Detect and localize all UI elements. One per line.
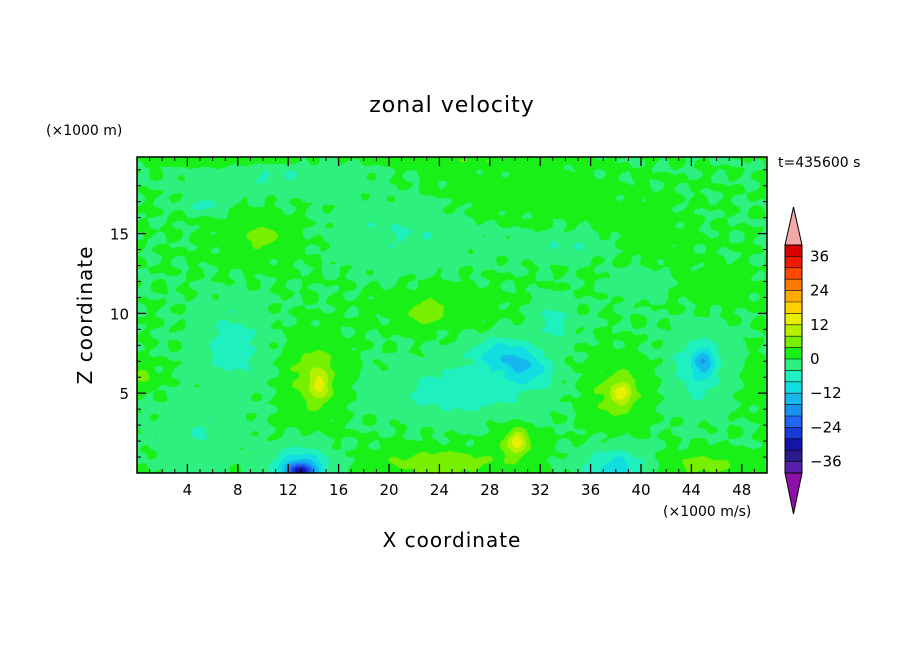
colorbar-over-arrow (784, 206, 803, 246)
y-axis-label: Z coordinate (73, 246, 97, 385)
x-tick-label: 28 (480, 481, 499, 499)
x-unit-label: (×1000 m/s) (663, 504, 751, 520)
x-tick-label: 16 (329, 481, 348, 499)
colorbar-segment (785, 416, 802, 428)
x-tick-label: 4 (183, 481, 193, 499)
y-tick-label: 15 (110, 226, 129, 244)
colorbar-segment (785, 450, 802, 462)
x-tick-label: 12 (279, 481, 298, 499)
colorbar-segment (785, 256, 802, 268)
x-tick-label: 44 (682, 481, 701, 499)
colorbar-segment (785, 290, 802, 302)
colorbar-tick-label: 12 (810, 316, 829, 334)
colorbar: 36 24 12 0 −12 −24 −36 (784, 206, 842, 515)
x-axis-label: X coordinate (383, 528, 522, 552)
colorbar-segment (785, 279, 802, 291)
x-tick-label: 32 (531, 481, 550, 499)
colorbar-segment (785, 245, 802, 257)
time-label: t=435600 s (778, 155, 860, 171)
x-tick-label: 8 (233, 481, 243, 499)
y-tick-label: 10 (110, 305, 129, 323)
colorbar-segment (785, 347, 802, 359)
colorbar-segment (785, 393, 802, 405)
colorbar-segment (785, 359, 802, 371)
colorbar-segment (785, 381, 802, 394)
colorbar-segment (785, 302, 802, 314)
colorbar-tick-label: −12 (810, 384, 842, 402)
y-axis: 5 10 15 (110, 169, 767, 458)
y-tick-label: 5 (119, 385, 129, 403)
x-tick-label: 40 (631, 481, 650, 499)
y-unit-label: (×1000 m) (46, 123, 122, 139)
colorbar-tick-label: 0 (810, 350, 820, 368)
colorbar-segment (785, 404, 802, 416)
x-tick-label: 36 (581, 481, 600, 499)
colorbar-segment (785, 324, 802, 337)
colorbar-tick-label: 36 (810, 247, 829, 265)
colorbar-segment (785, 427, 802, 439)
x-tick-label: 48 (732, 481, 751, 499)
velocity-field (137, 157, 767, 473)
colorbar-segment (785, 461, 802, 473)
colorbar-segment (785, 438, 802, 451)
colorbar-segment (785, 336, 802, 348)
x-tick-label: 20 (379, 481, 398, 499)
colorbar-tick-label: 24 (810, 282, 829, 300)
chart-title: zonal velocity (369, 93, 535, 118)
x-axis: 4 8 12 16 20 24 28 32 36 40 44 48 (149, 157, 755, 499)
colorbar-tick-label: −36 (810, 453, 842, 471)
colorbar-segment (785, 370, 802, 382)
colorbar-under-arrow (784, 472, 803, 515)
colorbar-segment (785, 313, 802, 325)
x-tick-label: 24 (430, 481, 449, 499)
colorbar-tick-label: −24 (810, 418, 842, 436)
colorbar-segment (785, 267, 802, 280)
